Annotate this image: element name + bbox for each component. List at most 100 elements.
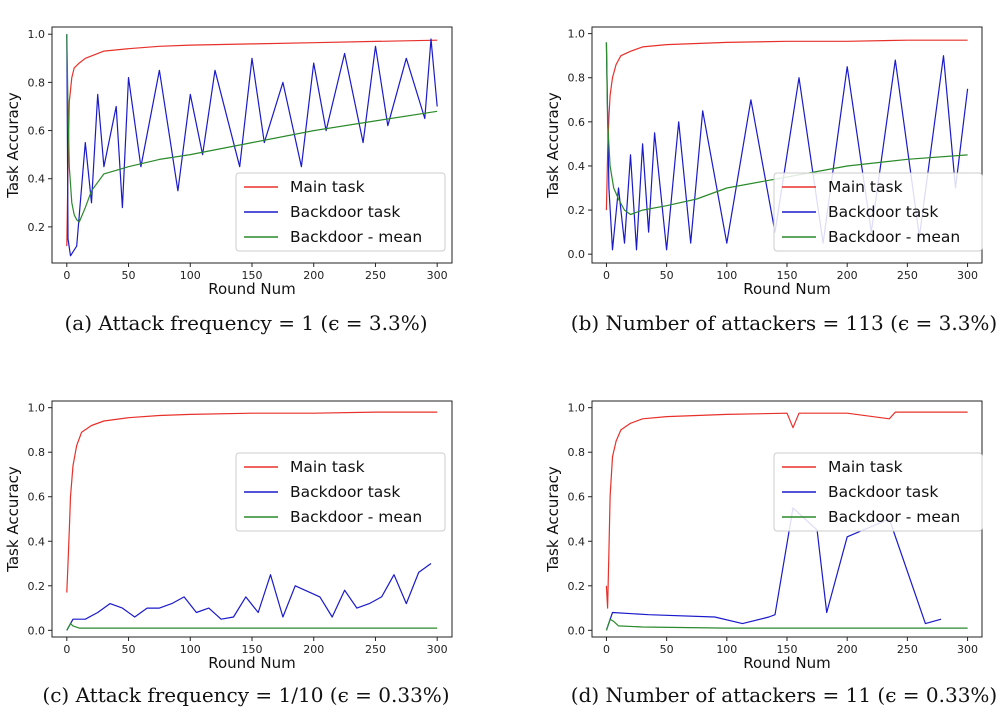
x-tick-label: 200	[837, 643, 858, 656]
y-axis-label: Task Accuracy	[544, 466, 562, 573]
series-line-backdoor-mean	[605, 618, 968, 631]
y-tick-label: 0.6	[568, 116, 586, 129]
x-tick-label: 0	[603, 269, 610, 282]
series-group	[605, 39, 969, 251]
y-tick-label: 0.2	[28, 580, 46, 593]
legend-box	[773, 452, 983, 532]
series-line-backdoor-task	[605, 42, 969, 251]
chart-panel-1: 0 50 100 150 200 250 300 0.2 0.4 0.6 0.8 1.0 Round N…	[4, 26, 453, 335]
legend-label: Backdoor - mean	[290, 228, 422, 246]
x-tick-label: 200	[837, 269, 858, 282]
chart-panel-3: 0 50 100 150 200 250 300 0.0 0.2 0.4 0.6 0.8 1.0 Roun…	[4, 400, 453, 707]
x-tick-label: 150	[242, 643, 263, 656]
x-tick-label: 150	[242, 269, 263, 282]
x-axis-label: Round Num	[208, 654, 296, 672]
x-tick-label: 50	[660, 643, 674, 656]
y-tick-label: 0.6	[28, 491, 46, 504]
y-axis-label: Task Accuracy	[544, 92, 562, 199]
y-tick-label: 0.2	[28, 221, 46, 234]
legend: Main task Backdoor task Backdoor - mean	[235, 452, 446, 532]
x-tick-label: 100	[716, 643, 737, 656]
legend-label: Backdoor - mean	[828, 228, 960, 246]
series-line-backdoor-mean	[66, 34, 438, 223]
x-tick-label: 100	[716, 269, 737, 282]
legend-label: Main task	[828, 178, 903, 196]
legend-label: Backdoor task	[290, 203, 400, 221]
x-tick-label: 250	[365, 269, 386, 282]
x-tick-label: 250	[365, 643, 386, 656]
series-line-backdoor-mean	[66, 622, 438, 631]
x-tick-label: 0	[603, 643, 610, 656]
x-tick-label: 250	[897, 269, 918, 282]
series-line-backdoor-task	[66, 563, 432, 631]
x-tick-label: 150	[777, 269, 798, 282]
legend-box	[235, 172, 446, 252]
y-tick-label: 1.0	[568, 402, 586, 415]
x-tick-label: 50	[122, 643, 136, 656]
x-tick-label: 150	[777, 643, 798, 656]
y-tick-label: 0.4	[28, 535, 46, 548]
series-line-main-task	[605, 411, 968, 609]
chart-panel-4: 0 50 100 150 200 250 300 0.0 0.2 0.4 0.6 0.8 1.0 Roun…	[544, 400, 997, 707]
legend-label: Main task	[290, 178, 365, 196]
legend-label: Backdoor - mean	[828, 508, 960, 526]
y-tick-label: 0.6	[568, 491, 586, 504]
series-line-main-task	[66, 411, 438, 593]
x-axis-label: Round Num	[208, 280, 296, 298]
x-axis-label: Round Num	[743, 280, 831, 298]
legend-label: Backdoor - mean	[290, 508, 422, 526]
legend: Main task Backdoor task Backdoor - mean	[773, 452, 983, 532]
x-tick-label: 50	[122, 269, 136, 282]
x-tick-label: 0	[63, 269, 70, 282]
y-axis-label: Task Accuracy	[4, 466, 22, 573]
panel-caption: (a) Attack frequency = 1 (ϵ = 3.3%)	[65, 311, 428, 335]
panel-caption: (c) Attack frequency = 1/10 (ϵ = 0.33%)	[42, 683, 449, 707]
x-tick-label: 100	[180, 269, 201, 282]
panel-caption: (b) Number of attackers = 113 (ϵ = 3.3%)	[571, 311, 997, 335]
legend-label: Backdoor task	[828, 483, 938, 501]
legend-label: Backdoor task	[828, 203, 938, 221]
y-tick-label: 1.0	[28, 28, 46, 41]
x-tick-label: 250	[897, 643, 918, 656]
y-tick-label: 0.8	[28, 76, 46, 89]
x-tick-label: 200	[303, 269, 324, 282]
y-tick-label: 1.0	[568, 28, 586, 41]
series-line-main-task	[605, 39, 968, 211]
x-tick-label: 300	[427, 269, 448, 282]
legend-box	[773, 172, 983, 252]
y-tick-label: 0.2	[568, 204, 586, 217]
legend: Main task Backdoor task Backdoor - mean	[235, 172, 446, 252]
series-group	[66, 34, 438, 257]
y-axis-label: Task Accuracy	[4, 92, 22, 199]
y-tick-label: 0.8	[568, 446, 586, 459]
x-tick-label: 100	[180, 643, 201, 656]
y-tick-label: 0.8	[28, 446, 46, 459]
x-tick-label: 50	[660, 269, 674, 282]
legend-label: Backdoor task	[290, 483, 400, 501]
y-tick-label: 0.8	[568, 72, 586, 85]
series-line-backdoor-mean	[605, 42, 968, 216]
x-tick-label: 300	[427, 643, 448, 656]
series-line-main-task	[66, 39, 438, 247]
y-tick-label: 0.6	[28, 125, 46, 138]
legend-label: Main task	[828, 458, 903, 476]
legend-box	[235, 452, 446, 532]
x-tick-label: 0	[63, 643, 70, 656]
y-tick-label: 0.0	[568, 624, 586, 637]
legend-label: Main task	[290, 458, 365, 476]
series-group	[66, 411, 438, 631]
y-tick-label: 1.0	[28, 402, 46, 415]
panel-caption: (d) Number of attackers = 11 (ϵ = 0.33%)	[571, 683, 997, 707]
x-axis-label: Round Num	[743, 654, 831, 672]
x-tick-label: 300	[957, 269, 978, 282]
y-tick-label: 0.0	[28, 624, 46, 637]
y-tick-label: 0.0	[568, 248, 586, 261]
x-tick-label: 300	[957, 643, 978, 656]
y-tick-label: 0.4	[28, 173, 46, 186]
y-tick-label: 0.2	[568, 580, 586, 593]
legend: Main task Backdoor task Backdoor - mean	[773, 172, 983, 252]
chart-panel-2: 0 50 100 150 200 250 300 0.0 0.2 0.4 0.6 0.8 1.0 Roun…	[544, 26, 997, 335]
y-tick-label: 0.4	[568, 535, 586, 548]
series-line-backdoor-task	[66, 34, 438, 257]
